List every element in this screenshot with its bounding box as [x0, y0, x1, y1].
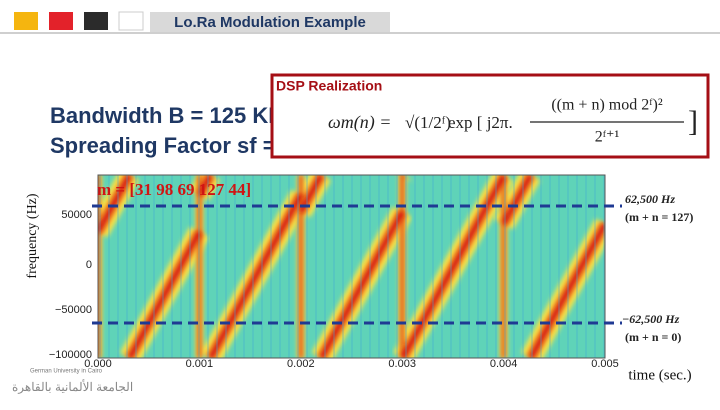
formula-close: ] [688, 105, 698, 138]
m-label: m = [31 98 69 127 44] [97, 180, 251, 199]
chirp [197, 175, 303, 358]
formula-exp: exp [ j2π. [448, 113, 513, 132]
chirp-line [501, 175, 533, 226]
chirp-line [400, 175, 506, 358]
y-tick-label: 0 [86, 259, 92, 271]
spectrogram [98, 175, 605, 358]
annotation: (m + n = 127) [625, 210, 693, 224]
chirp [501, 175, 605, 358]
formula-box [270, 73, 710, 159]
x-label: time (sec.) [628, 367, 691, 383]
annotation: (m + n = 0) [625, 330, 681, 344]
chirp-line [528, 222, 605, 358]
annotation: −62,500 Hz [622, 312, 680, 326]
title: Lo.Ra Modulation Example [174, 14, 366, 31]
square [14, 12, 38, 30]
chirp [98, 175, 202, 358]
y-tick-label: −100000 [49, 349, 92, 361]
y-label: frequency (Hz) [25, 193, 40, 278]
chirp-line [98, 175, 132, 234]
title-bar [150, 12, 390, 33]
formula-denominator: 2ᶠ⁺¹ [595, 129, 620, 146]
formula-lhs: ωm(n) = [328, 112, 391, 133]
x-tick-label: 0.003 [388, 358, 416, 370]
y-tick-label: 50000 [61, 209, 92, 221]
chirp-line [127, 230, 202, 358]
x-tick-label: 0.000 [84, 358, 112, 370]
logo-en: German University in Cairo [30, 369, 103, 375]
chirp-line [208, 193, 303, 358]
chirp-line [197, 175, 213, 197]
square [118, 11, 144, 31]
spreading-factor: Spreading Factor sf = 7 [50, 133, 294, 158]
bandwidth: Bandwidth B = 125 KHz [50, 103, 295, 128]
logo-ar: الجامعة الألمانية بالقاهرة [12, 379, 133, 394]
y-tick-label: −50000 [55, 304, 92, 316]
square [49, 12, 73, 30]
x-tick-label: 0.001 [186, 358, 214, 370]
annotation: 62,500 Hz [625, 192, 675, 206]
formula-sqrt: √(1/2ᶠ) [405, 113, 451, 132]
plot-frame [97, 174, 606, 359]
formula-numerator: ((m + n) mod 2ᶠ)² [551, 97, 663, 114]
box-label: DSP Realization [276, 78, 382, 94]
x-tick-label: 0.005 [591, 358, 619, 370]
square [84, 12, 108, 30]
chirp-line [319, 210, 405, 358]
x-tick-label: 0.002 [287, 358, 315, 370]
x-tick-label: 0.004 [490, 358, 518, 370]
